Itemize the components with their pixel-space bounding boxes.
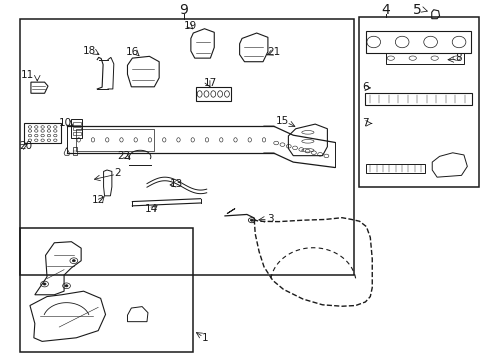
Bar bbox=[76, 129, 154, 151]
Text: 14: 14 bbox=[145, 204, 158, 215]
Circle shape bbox=[43, 283, 46, 285]
Text: 2: 2 bbox=[114, 168, 121, 178]
Bar bbox=[366, 163, 424, 173]
Text: 20: 20 bbox=[19, 141, 32, 151]
Bar bbox=[24, 123, 61, 143]
Bar bbox=[20, 229, 193, 352]
Text: 10: 10 bbox=[59, 118, 72, 128]
Text: 22: 22 bbox=[117, 150, 130, 161]
Bar bbox=[71, 120, 82, 138]
Bar bbox=[385, 53, 463, 63]
Text: 5: 5 bbox=[412, 3, 421, 17]
Text: 3: 3 bbox=[266, 214, 273, 224]
Text: 18: 18 bbox=[83, 46, 96, 56]
Bar bbox=[358, 17, 478, 187]
Text: 1: 1 bbox=[202, 333, 208, 343]
Bar bbox=[195, 87, 230, 101]
Bar bbox=[73, 132, 81, 135]
Bar bbox=[20, 19, 353, 275]
Text: 11: 11 bbox=[21, 70, 34, 80]
Circle shape bbox=[65, 285, 68, 287]
Text: 9: 9 bbox=[179, 3, 187, 17]
Bar bbox=[366, 31, 470, 53]
Circle shape bbox=[250, 219, 253, 221]
Text: 15: 15 bbox=[275, 116, 288, 126]
Text: 19: 19 bbox=[184, 21, 197, 31]
Text: 17: 17 bbox=[203, 78, 217, 88]
Bar bbox=[73, 122, 81, 125]
Text: 21: 21 bbox=[266, 47, 280, 57]
Text: 16: 16 bbox=[125, 47, 139, 57]
Text: 8: 8 bbox=[455, 53, 462, 63]
Bar bbox=[364, 93, 471, 105]
Circle shape bbox=[72, 260, 75, 262]
Text: 12: 12 bbox=[91, 195, 104, 205]
Text: 7: 7 bbox=[362, 118, 368, 128]
Bar bbox=[73, 127, 81, 130]
Text: 4: 4 bbox=[381, 3, 389, 17]
Text: 13: 13 bbox=[169, 179, 183, 189]
Text: 6: 6 bbox=[362, 82, 368, 92]
